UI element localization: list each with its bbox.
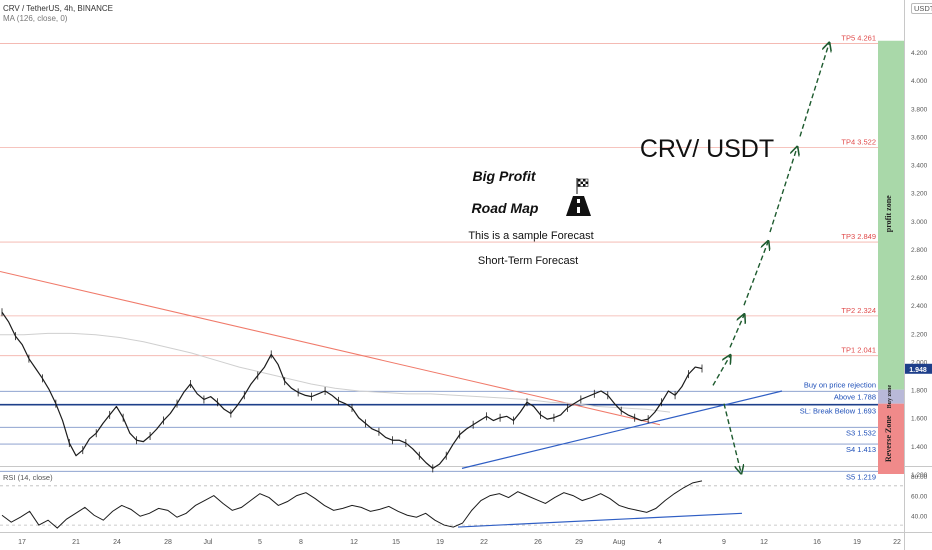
time-tick-label: 19 — [853, 539, 861, 546]
rsi-tick-label: 40.00 — [911, 513, 928, 520]
forecast-up-arrow — [712, 356, 730, 386]
profit-zone-band — [878, 40, 904, 390]
profit-zone-label: profit zone — [884, 195, 893, 232]
level-label: TP4 3.522 — [841, 137, 876, 146]
forecast-up-arrow — [799, 44, 829, 137]
road-map-label: Road Map — [472, 200, 539, 216]
buy-zone-label: Buy zone — [887, 385, 893, 409]
road-icon-dash — [577, 207, 580, 213]
price-tick-label: 2.000 — [911, 359, 928, 366]
level-label: Above 1.788 — [834, 392, 876, 401]
price-tick-label: 4.200 — [911, 50, 928, 57]
price-tick-label: 1.200 — [911, 472, 928, 479]
level-label: SL: Break Below 1.693 — [800, 407, 876, 416]
time-tick-label: 22 — [893, 539, 901, 546]
price-tick-label: 3.600 — [911, 134, 928, 141]
ma-header: MA (126, close, 0) — [3, 14, 68, 23]
last-price-label: 1.948 — [909, 367, 927, 374]
time-tick-label: 15 — [392, 539, 400, 546]
time-tick-label: Jul — [204, 539, 213, 546]
forecast-up-arrow — [729, 315, 744, 348]
level-label: TP3 2.849 — [841, 232, 876, 241]
buy-zone-band — [878, 389, 904, 404]
last-price-badge — [905, 363, 932, 374]
currency-unit-badge[interactable]: USDT — [911, 3, 932, 14]
rsi-tick-label: 80.00 — [911, 474, 928, 481]
forecast-up-arrow — [743, 242, 768, 306]
time-tick-label: 22 — [480, 539, 488, 546]
time-tick-label: 24 — [113, 539, 121, 546]
finish-flag-icon — [577, 178, 589, 187]
time-tick-label: 9 — [722, 539, 726, 546]
rsi-trendline — [457, 512, 743, 528]
finish-flag-cell — [580, 181, 583, 184]
level-label: S4 1.413 — [846, 445, 876, 454]
reverse-zone-band — [878, 403, 904, 474]
price-tick-label: 3.400 — [911, 163, 928, 170]
finish-flag-cell — [585, 181, 588, 184]
rsi-title: RSI (14, close) — [3, 473, 53, 482]
time-tick-label: 16 — [813, 539, 821, 546]
time-tick-label: 5 — [258, 539, 262, 546]
forecast-up-arrow — [769, 148, 797, 233]
level-label: TP2 2.324 — [841, 306, 876, 315]
road-icon — [566, 196, 591, 216]
level-label: Buy on price rejection — [804, 380, 876, 389]
level-label: TP1 2.041 — [841, 346, 876, 355]
price-tick-label: 4.000 — [911, 78, 928, 85]
price-tick-label: 2.400 — [911, 303, 928, 310]
road-icon-dash — [577, 199, 580, 203]
rsi-line — [1, 480, 703, 529]
finish-flag-cell — [583, 179, 586, 182]
time-tick-label: 28 — [164, 539, 172, 546]
time-tick-label: 8 — [299, 539, 303, 546]
finish-flag-cell — [578, 184, 581, 187]
time-tick-label: 29 — [575, 539, 583, 546]
time-tick-label: 12 — [350, 539, 358, 546]
finish-flag-cell — [578, 179, 581, 182]
time-tick-label: 12 — [760, 539, 768, 546]
price-tick-label: 3.000 — [911, 219, 928, 226]
ma-126-line — [0, 332, 671, 413]
level-label: S3 1.532 — [846, 428, 876, 437]
time-tick-label: 17 — [18, 539, 26, 546]
rsi-tick-label: 60.00 — [911, 494, 928, 501]
finish-flag-cell — [583, 184, 586, 187]
time-tick-label: 21 — [72, 539, 80, 546]
time-tick-label: 26 — [534, 539, 542, 546]
level-label: S5 1.219 — [846, 472, 876, 481]
price-tick-label: 2.600 — [911, 275, 928, 282]
finish-flag-border — [577, 178, 589, 187]
price-tick-label: 2.800 — [911, 247, 928, 254]
price-tick-label: 3.800 — [911, 106, 928, 113]
level-label: TP5 4.261 — [841, 33, 876, 42]
chart-title: CRV/ USDT — [640, 135, 774, 163]
time-tick-label: Aug — [613, 539, 626, 546]
price-tick-label: 1.600 — [911, 416, 928, 423]
short-term-label: Short-Term Forecast — [478, 255, 578, 267]
price-tick-label: 1.800 — [911, 388, 928, 395]
price-tick-label: 3.200 — [911, 191, 928, 198]
ascending-trendline — [461, 390, 783, 469]
big-profit-label: Big Profit — [473, 168, 537, 184]
time-tick-label: 19 — [436, 539, 444, 546]
price-tick-label: 2.200 — [911, 331, 928, 338]
sample-forecast-label: This is a sample Forecast — [468, 230, 593, 242]
descending-trendline — [0, 270, 661, 426]
time-tick-label: 4 — [658, 539, 662, 546]
price-tick-label: 1.400 — [911, 444, 928, 451]
forecast-down-arrow — [723, 403, 741, 473]
reverse-zone-label: Reverse Zone — [884, 415, 893, 462]
symbol-header: CRV / TetherUS, 4h, BINANCE — [3, 4, 113, 13]
